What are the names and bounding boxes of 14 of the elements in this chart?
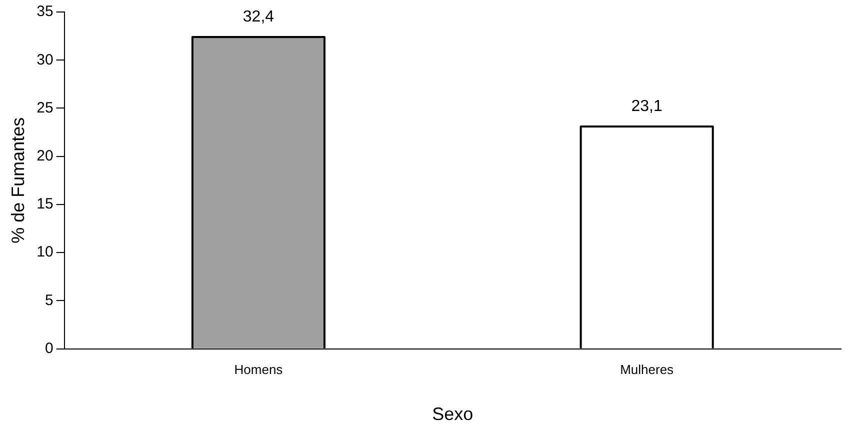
- x-tick-label: Homens: [234, 362, 284, 378]
- y-tick-label: 30: [36, 51, 54, 68]
- y-tick-label: 10: [36, 244, 54, 261]
- y-tick-label: 5: [44, 292, 54, 309]
- y-axis-title: % de Fumantes: [8, 117, 28, 244]
- y-tick-label: 0: [44, 340, 54, 357]
- y-tick-label: 15: [36, 196, 54, 213]
- x-tick-label: Mulheres: [620, 362, 674, 378]
- x-axis-title: Sexo: [432, 404, 474, 424]
- data-label: 32,4: [242, 8, 274, 26]
- y-tick-label: 35: [36, 3, 54, 20]
- y-tick-label: 20: [36, 147, 54, 164]
- y-tick-label: 25: [36, 99, 54, 116]
- data-label: 23,1: [631, 98, 662, 115]
